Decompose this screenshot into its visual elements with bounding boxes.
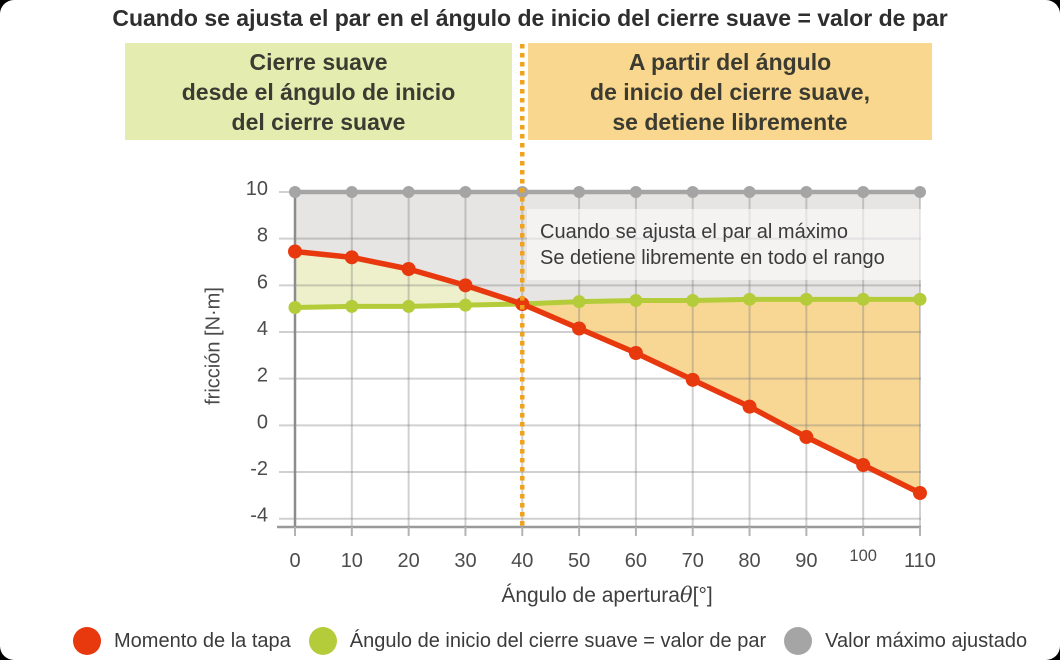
series-1-marker-x60 xyxy=(629,294,643,308)
x-tick-label-30: 30 xyxy=(454,550,476,572)
x-tick-label-90: 90 xyxy=(795,550,817,572)
x-tick-label-40: 40 xyxy=(511,550,533,572)
series-0-marker-x100 xyxy=(856,458,871,473)
series-2-marker-x110 xyxy=(914,186,927,198)
series-2-marker-x100 xyxy=(857,186,870,198)
series-1-marker-x0 xyxy=(288,301,302,315)
series-0-marker-x50 xyxy=(572,321,587,336)
series-0-marker-x0 xyxy=(288,244,302,259)
series-line-0 xyxy=(292,248,923,496)
fill-zona-cierre-suave xyxy=(295,251,523,308)
x-tick-label-100: 100 xyxy=(849,547,877,565)
x-tick-label-70: 70 xyxy=(682,550,704,572)
series-1-marker-x30 xyxy=(458,298,472,312)
y-tick-label-4: 4 xyxy=(257,318,268,340)
series-2-marker-x20 xyxy=(402,186,415,198)
legend-label-lid-moment: Momento de la tapa xyxy=(114,629,291,652)
page-title: Cuando se ajusta el par en el ángulo de … xyxy=(112,5,948,31)
legend: Momento de la tapa Ángulo de inicio del … xyxy=(73,625,1045,657)
series-0-marker-x10 xyxy=(344,250,359,265)
x-tick-label-20: 20 xyxy=(398,550,420,572)
series-0-marker-x70 xyxy=(685,372,700,387)
legend-item-max-value: Valor máximo ajustado xyxy=(784,627,1027,655)
banner-free-stop: A partir del ángulo de inicio del cierre… xyxy=(528,43,932,140)
y-tick-label-6: 6 xyxy=(257,271,268,293)
series-1-marker-x100 xyxy=(856,292,870,306)
fill-zona-detencion-libre xyxy=(522,299,921,494)
series-2-marker-x80 xyxy=(743,186,756,198)
banner-soft-close-line3: del cierre suave xyxy=(231,108,406,135)
y-axis-title: fricción [N·m] xyxy=(202,287,225,405)
max-torque-annotation: Cuando se ajusta el par al máximo Se det… xyxy=(527,209,923,280)
x-tick-label-110: 110 xyxy=(904,550,936,572)
series-1-marker-x90 xyxy=(799,292,813,306)
banner-free-stop-line3: se detiene libremente xyxy=(612,108,848,135)
max-torque-annotation-line2: Se detiene libremente en todo el rango xyxy=(540,247,885,269)
y-tick-label-10: 10 xyxy=(246,178,268,200)
x-tick-label-80: 80 xyxy=(738,550,760,572)
x-tick-label-60: 60 xyxy=(625,550,647,572)
series-2-marker-x50 xyxy=(573,186,586,198)
series-1-marker-x80 xyxy=(743,292,757,306)
soft-close-start-dot-icon xyxy=(308,627,337,655)
max-torque-annotation-line1: Cuando se ajusta el par al máximo xyxy=(540,221,848,243)
x-tick-label-50: 50 xyxy=(568,550,590,572)
series-1-marker-x50 xyxy=(572,295,586,309)
series-1-marker-x20 xyxy=(402,299,416,313)
x-axis-title-unit: [°] xyxy=(692,584,713,607)
series-0-marker-x40 xyxy=(515,297,530,312)
banner-free-stop-line2: de inicio del cierre suave, xyxy=(590,78,870,105)
series-0-marker-x90 xyxy=(799,430,814,445)
banner-soft-close-line2: desde el ángulo de inicio xyxy=(181,78,456,105)
series-0-marker-x30 xyxy=(458,278,473,293)
y-tick-label-0: 0 xyxy=(257,411,268,433)
series-2-marker-x10 xyxy=(345,186,358,198)
series-2-marker-x70 xyxy=(686,186,699,198)
x-axis-title: Ángulo de aperturaθ[°] xyxy=(501,583,712,608)
series-0-marker-x80 xyxy=(742,399,757,414)
series-line-1 xyxy=(292,296,923,311)
legend-label-max-value: Valor máximo ajustado xyxy=(825,629,1028,652)
banner-free-stop-line1: A partir del ángulo xyxy=(628,48,832,75)
series-1-marker-x70 xyxy=(686,294,700,308)
y-tick-label-8: 8 xyxy=(257,225,268,247)
series-2-marker-x0 xyxy=(289,186,301,198)
legend-item-lid-moment: Momento de la tapa xyxy=(73,627,291,655)
legend-label-soft-close-start: Ángulo de inicio del cierre suave = valo… xyxy=(349,629,767,652)
series-1-marker-x110 xyxy=(913,292,927,306)
x-axis-title-theta: θ xyxy=(679,583,693,607)
series-0-marker-x60 xyxy=(628,346,643,361)
series-0-marker-x20 xyxy=(401,262,416,277)
y-tick-label-2: 2 xyxy=(257,365,268,387)
series-2-marker-x90 xyxy=(800,186,813,198)
lid-moment-dot-icon xyxy=(73,627,101,655)
series-2-marker-x60 xyxy=(629,186,642,198)
y-tick-label--2: -2 xyxy=(250,458,268,480)
x-tick-label-10: 10 xyxy=(341,550,363,572)
max-value-dot-icon xyxy=(784,627,813,655)
y-tick-label--4: -4 xyxy=(250,505,268,527)
series-1-marker-x10 xyxy=(345,299,359,313)
legend-item-soft-close-start: Ángulo de inicio del cierre suave = valo… xyxy=(308,627,767,655)
banner-soft-close-line1: Cierre suave xyxy=(249,48,388,75)
series-0-marker-x110 xyxy=(913,486,928,501)
x-tick-label-0: 0 xyxy=(289,550,300,572)
banner-soft-close: Cierre suave desde el ángulo de inicio d… xyxy=(125,43,512,140)
x-axis-title-text: Ángulo de apertura xyxy=(501,584,680,607)
series-2-marker-x30 xyxy=(459,186,472,198)
